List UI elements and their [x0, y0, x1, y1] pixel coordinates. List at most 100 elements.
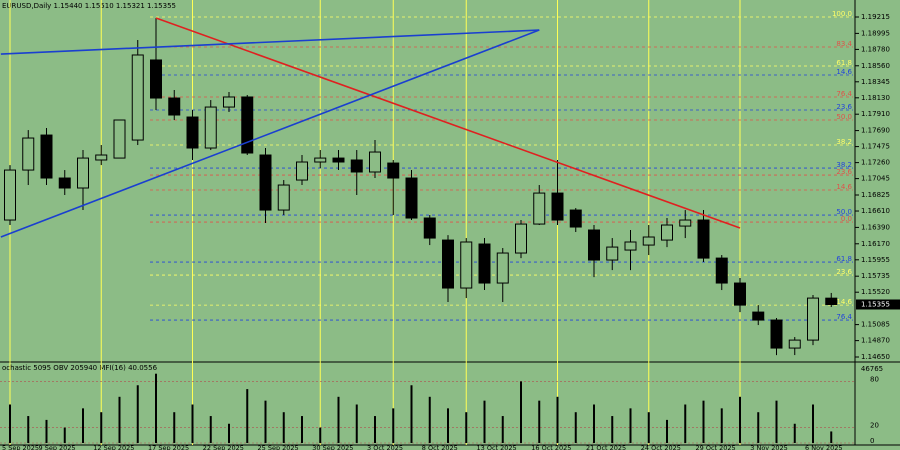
- x-tick-label: 30 Sep 2025: [312, 444, 353, 450]
- candle-body-bear: [423, 217, 436, 239]
- y-tick-label: 1.17910: [861, 110, 890, 118]
- x-tick-label: 3 Nov 2025: [750, 444, 788, 450]
- x-tick-label: 16 Oct 2025: [531, 444, 571, 450]
- candle-body-bull: [460, 241, 473, 289]
- fib-label: 61.8: [836, 255, 852, 263]
- y-tick-label: 1.17475: [861, 143, 890, 151]
- candle-body-bull: [679, 219, 692, 227]
- y-tick-label: 1.15520: [861, 288, 890, 296]
- fib-label: 76.4: [836, 90, 852, 98]
- fib-label: 38.2: [836, 161, 852, 169]
- candle-body-bear: [58, 177, 71, 189]
- fib-label: 23.6: [836, 103, 852, 111]
- candle-body-bear: [350, 159, 363, 173]
- x-tick-label: 13 Oct 2025: [477, 444, 517, 450]
- y-tick-label: 1.19215: [861, 13, 890, 21]
- candle-body-bull: [624, 241, 637, 251]
- candle-body-bear: [569, 209, 582, 228]
- x-tick-label: 6 Nov 2025: [805, 444, 843, 450]
- x-tick-label: 3 Oct 2025: [367, 444, 403, 450]
- indicator-label: ochastic 5095 OBV 205940 MFI(16) 40.0556: [2, 364, 158, 372]
- candle-body-bear: [588, 229, 600, 261]
- candle-body-bear: [387, 162, 400, 179]
- y-tick-label: 1.16825: [861, 191, 890, 199]
- x-tick-label: 5 Sep 2025: [2, 444, 39, 450]
- y-tick-label: 1.17045: [861, 175, 890, 183]
- fib-label: 23.6: [836, 168, 852, 176]
- x-tick-label: 29 Oct 2025: [696, 444, 736, 450]
- fib-label: 14.6: [836, 183, 852, 191]
- candle-body-bear: [241, 96, 254, 154]
- candle-body-bear: [405, 177, 418, 219]
- candle-body-bear: [825, 297, 838, 305]
- fib-label: 100.0: [832, 10, 852, 18]
- candle-body-bear: [332, 157, 345, 163]
- x-tick-label: 24 Oct 2025: [641, 444, 681, 450]
- y-tick-label: 1.18780: [861, 45, 890, 53]
- fib-label: 23.6: [836, 268, 852, 276]
- fib-label: 61.8: [836, 59, 852, 67]
- x-tick-label: 17 Sep 2025: [148, 444, 189, 450]
- candle-body-bull: [807, 297, 819, 341]
- x-tick-label: 25 Sep 2025: [258, 444, 299, 450]
- candle-body-bear: [478, 243, 491, 284]
- y-tick-label: 1.16390: [861, 223, 890, 231]
- x-tick-label: 22 Sep 2025: [203, 444, 244, 450]
- candle-body-bear: [752, 311, 765, 321]
- y-tick-label: 1.14870: [861, 337, 890, 345]
- trendline: [155, 17, 741, 229]
- candle-body-bull: [95, 154, 108, 161]
- candle-body-bull: [4, 169, 16, 221]
- candle-body-bull: [223, 96, 235, 108]
- trendline: [0, 29, 540, 238]
- candle-body-bear: [734, 282, 746, 306]
- candle-body-bull: [515, 223, 527, 254]
- fib-label: 0.0: [841, 215, 852, 223]
- y-tick-label: 1.15735: [861, 272, 890, 280]
- indicator-tick-label: 0: [870, 437, 874, 445]
- chart-title: EURUSD,Daily 1.15440 1.15510 1.15321 1.1…: [2, 2, 176, 10]
- candle-body-bear: [259, 154, 272, 211]
- candle-body-bull: [642, 236, 655, 246]
- candle-body-bear: [442, 239, 454, 289]
- candle-body-bull: [369, 151, 381, 173]
- candle-body-bull: [533, 192, 546, 225]
- fib-label: 50.0: [836, 208, 852, 216]
- y-tick-label: 1.18130: [861, 94, 890, 102]
- x-tick-label: 21 Oct 2025: [586, 444, 626, 450]
- candle-body-bull: [204, 106, 217, 149]
- candle-body-bull: [113, 119, 126, 159]
- candle-body-bear: [770, 319, 783, 349]
- y-tick-label: 1.15955: [861, 256, 890, 264]
- candle-body-bear: [715, 257, 728, 284]
- candle-body-bull: [661, 224, 673, 241]
- candle-body-bull: [296, 161, 308, 181]
- y-tick-label: 1.17690: [861, 127, 890, 135]
- indicator-tick-label: 80: [870, 375, 879, 383]
- candle-body-bear: [150, 59, 162, 99]
- x-tick-label: 8 Oct 2025: [422, 444, 458, 450]
- y-tick-label: 1.18995: [861, 29, 890, 37]
- candle-body-bull: [788, 339, 801, 349]
- indicator-scale-top: 46765: [861, 365, 883, 373]
- candle-body-bull: [77, 157, 89, 189]
- candle-body-bear: [186, 116, 199, 149]
- fib-label: 83.4: [836, 40, 852, 48]
- fib-label: 50.0: [836, 113, 852, 121]
- x-tick-label: 12 Sep 2025: [93, 444, 134, 450]
- candle-body-bull: [496, 252, 509, 284]
- last-price-label: 1.15355: [861, 300, 890, 308]
- candle-body-bear: [40, 134, 53, 179]
- fib-label: 14.6: [836, 298, 852, 306]
- candle-body-bull: [606, 246, 619, 261]
- y-tick-label: 1.18560: [861, 62, 890, 70]
- y-tick-label: 1.16170: [861, 240, 890, 248]
- y-tick-label: 1.17260: [861, 159, 890, 167]
- candle-body-bear: [551, 192, 564, 221]
- y-tick-label: 1.15085: [861, 321, 890, 329]
- y-tick-label: 1.14650: [861, 353, 890, 361]
- candle-body-bull: [277, 184, 290, 211]
- fib-label: 76.4: [836, 313, 852, 321]
- candle-body-bull: [314, 157, 327, 163]
